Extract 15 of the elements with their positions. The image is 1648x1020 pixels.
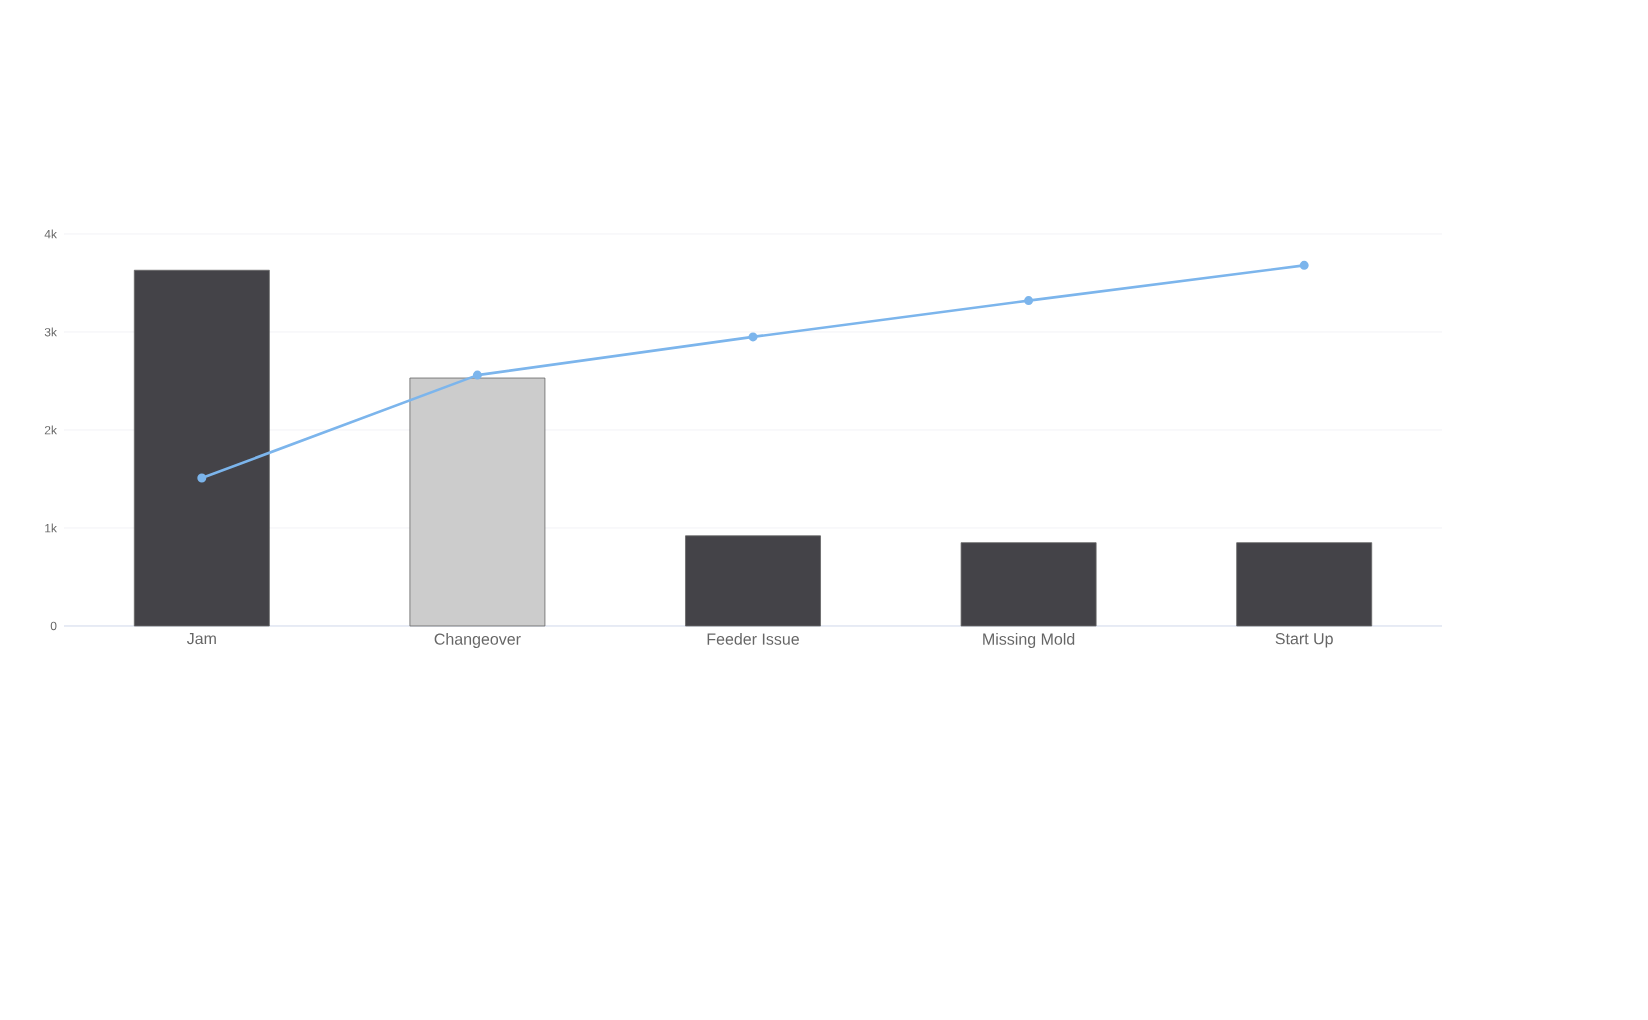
point — [1024, 296, 1034, 306]
point — [748, 332, 758, 342]
point — [1299, 260, 1309, 270]
bar — [1236, 542, 1373, 627]
point — [472, 370, 482, 380]
x-tick-label: Missing Mold — [983, 633, 1075, 648]
point — [197, 473, 207, 483]
x-tick-label: Jam — [186, 633, 216, 645]
x-tick-label: Changeover — [434, 633, 521, 648]
bar — [133, 269, 270, 627]
x-tick-label: Start Up — [1275, 633, 1333, 648]
bar — [685, 535, 821, 627]
x-tick-label: Feeder Issue — [707, 633, 799, 645]
bar — [409, 377, 546, 627]
bar — [960, 542, 1097, 627]
